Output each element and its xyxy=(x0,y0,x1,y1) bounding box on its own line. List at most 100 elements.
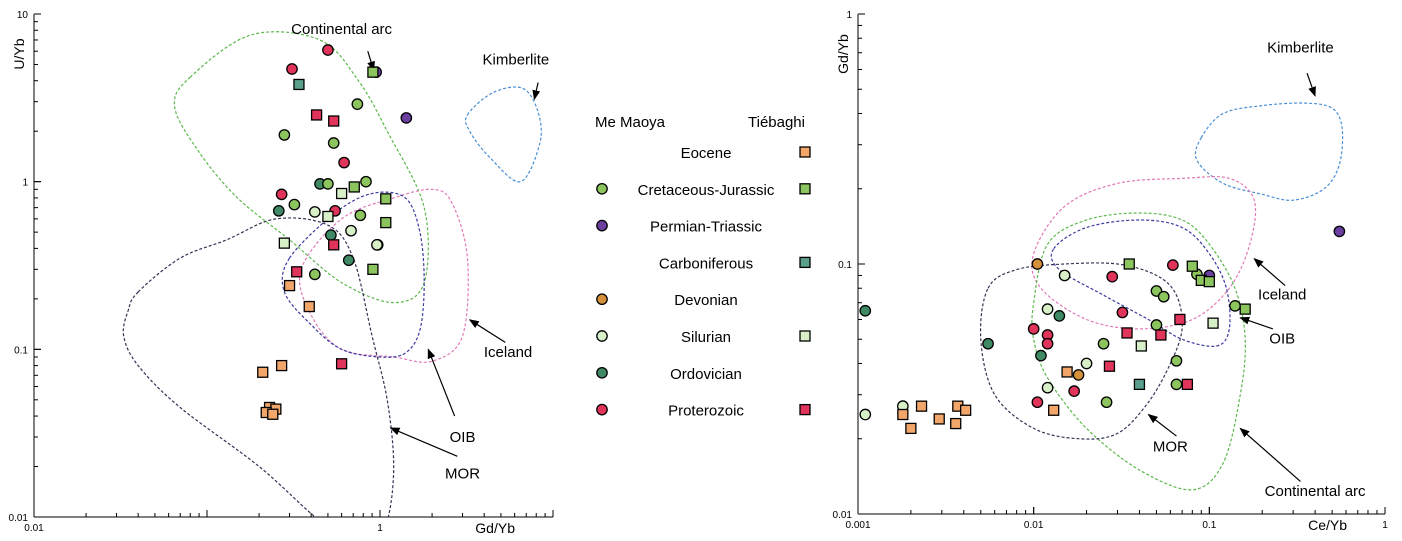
right-y-tick-label: 1 xyxy=(846,10,852,21)
left-region-label-mor: MOR xyxy=(445,465,480,482)
right-circle-point xyxy=(1157,290,1170,303)
left-region-oib xyxy=(281,191,425,358)
legend-label-devonian: Devonian xyxy=(674,292,737,309)
legend-circle-proterozoic xyxy=(596,403,608,416)
right-region-arrow-oib xyxy=(1239,316,1274,330)
left-circle-point xyxy=(360,175,372,188)
right-square-point xyxy=(905,422,917,435)
right-square-point xyxy=(950,417,962,430)
left-square-point xyxy=(278,237,291,249)
legend-square-proterozoic xyxy=(799,403,811,416)
right-circle-point xyxy=(1058,269,1071,282)
right-circle-point xyxy=(1229,300,1241,312)
left-square-point xyxy=(380,216,392,229)
legend-circle-silurian xyxy=(596,330,608,342)
right-square-point xyxy=(933,413,945,425)
left-circle-point xyxy=(275,188,288,201)
right-region-kimberlite xyxy=(1194,102,1344,201)
left-circle-point xyxy=(338,156,350,169)
left-region-label-kimberlite: Kimberlite xyxy=(483,51,550,68)
left-region-mor xyxy=(122,217,395,517)
right-x-tick-label: 0.01 xyxy=(1024,520,1044,531)
right-x-axis-title: Ce/Yb xyxy=(1308,517,1347,533)
left-region-label-continental-arc: Continental arc xyxy=(291,21,392,38)
left-region-label-iceland: Iceland xyxy=(484,344,532,361)
left-y-tick-label: 1 xyxy=(22,178,28,189)
left-region-arrow-mor xyxy=(389,427,458,457)
right-region-continental-arc xyxy=(1031,212,1246,491)
left-region-label-oib: OIB xyxy=(450,429,476,446)
right-circle-point xyxy=(1031,258,1044,270)
legend-circle-ordovician xyxy=(596,366,608,379)
left-square-point xyxy=(335,358,348,370)
left-circle-point xyxy=(351,98,364,110)
left-x-tick-label: 1 xyxy=(377,523,383,534)
right-x-tick-label: 0.001 xyxy=(845,520,870,531)
left-circle-point xyxy=(322,178,334,190)
right-region-label-mor: MOR xyxy=(1153,438,1188,455)
left-circle-point xyxy=(308,268,321,281)
left-region-continental-arc xyxy=(173,31,429,304)
right-circle-point xyxy=(1041,381,1054,394)
legend-header-left: Me Maoya xyxy=(595,114,666,131)
right-circle-point xyxy=(1170,354,1183,367)
right-y-axis-title: Gd/Yb xyxy=(835,34,851,74)
left-y-tick-label: 0.1 xyxy=(14,345,28,356)
left-square-point xyxy=(348,181,360,193)
left-y-axis-title: U/Yb xyxy=(11,38,27,69)
left-square-point xyxy=(310,109,323,121)
legend-square-carboniferous xyxy=(799,256,811,269)
left-square-point xyxy=(335,187,348,200)
legend-header-right: Tiébaghi xyxy=(748,114,805,131)
left-circle-point xyxy=(325,229,337,241)
left-x-tick-label: 0.01 xyxy=(24,523,44,534)
right-square-point xyxy=(1123,258,1135,270)
chart-u-yb-vs-gd-yb: 0.01 1 0.01 0.1 1 10 Gd/Yb U/Yb Continental arc K… xyxy=(9,10,554,536)
left-square-point xyxy=(328,239,340,251)
left-square-point xyxy=(328,115,340,127)
legend-square-cretaceous-jurassic xyxy=(799,183,811,195)
left-circle-point xyxy=(308,206,321,218)
legend-circle-devonian xyxy=(596,293,608,306)
right-circle-point xyxy=(1100,396,1113,409)
right-x-tick-label: 0.1 xyxy=(1202,520,1216,531)
left-circle-point xyxy=(354,209,367,222)
right-circle-point xyxy=(1167,259,1179,271)
legend-label-eocene: Eocene xyxy=(681,145,732,162)
right-square-point xyxy=(1103,360,1116,372)
left-circle-point xyxy=(400,112,413,124)
right-region-label-kimberlite: Kimberlite xyxy=(1267,40,1334,57)
right-square-point xyxy=(1155,329,1167,341)
left-square-point xyxy=(367,66,379,78)
legend-label-cretaceous-jurassic: Cretaceous-Jurassic xyxy=(638,182,775,199)
left-circle-point xyxy=(327,137,340,149)
right-circle-point xyxy=(1333,225,1346,238)
right-square-point xyxy=(1174,313,1186,326)
right-region-arrow-mor xyxy=(1147,413,1177,437)
left-circle-point xyxy=(288,198,301,211)
legend-label-silurian: Silurian xyxy=(681,329,731,346)
left-circle-point xyxy=(272,204,285,217)
legend-square-silurian xyxy=(799,330,811,342)
right-circle-point xyxy=(982,337,994,350)
left-circle-point xyxy=(345,224,357,237)
right-square-point xyxy=(1048,404,1060,416)
right-circle-point xyxy=(859,408,872,421)
right-region-label-iceland: Iceland xyxy=(1258,287,1306,304)
left-y-tick-label: 0.01 xyxy=(9,513,29,524)
right-square-point xyxy=(1133,378,1146,391)
right-circle-point xyxy=(1072,369,1085,381)
right-circle-point xyxy=(1106,270,1119,283)
left-square-point xyxy=(283,279,296,292)
right-square-point xyxy=(1207,317,1219,329)
left-region-iceland xyxy=(298,188,469,363)
legend-label-proterozoic: Proterozoic xyxy=(668,403,744,420)
right-circle-point xyxy=(1053,310,1066,322)
left-regions xyxy=(122,31,542,517)
left-circle-point xyxy=(286,63,298,75)
left-region-arrow-iceland xyxy=(468,319,506,343)
left-region-kimberlite xyxy=(464,86,542,183)
right-square-point xyxy=(1239,303,1251,315)
legend: Me Maoya Tiébaghi Eocene Cretaceous-Jurassi… xyxy=(595,114,811,420)
